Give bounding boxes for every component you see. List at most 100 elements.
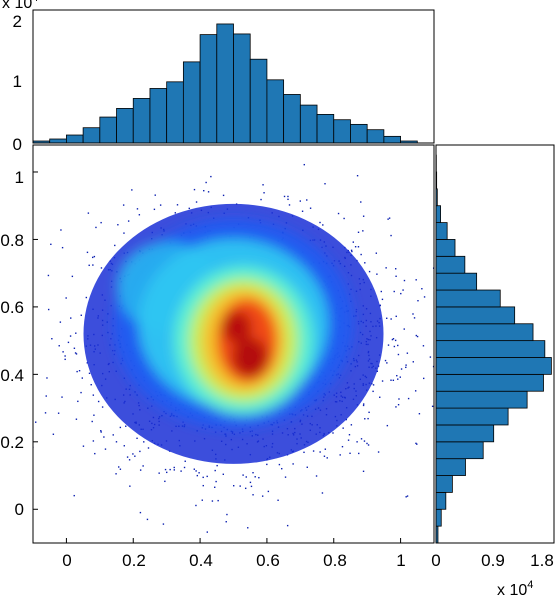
scatter-point: [364, 262, 366, 264]
scatter-point: [92, 440, 95, 442]
scatter-point: [132, 453, 134, 455]
x-tick-label: 0.4: [189, 551, 213, 570]
scatter-point: [362, 403, 365, 405]
top-exponent-label: x 104: [2, 0, 38, 12]
right-histogram-bar: [435, 239, 456, 257]
scatter-point: [376, 370, 379, 372]
scatter-point: [232, 485, 235, 487]
scatter-point: [319, 451, 321, 453]
scatter-point: [214, 469, 216, 472]
scatter-point: [119, 426, 122, 429]
scatter-point: [350, 249, 353, 252]
scatter-point: [332, 432, 334, 434]
scatter-point: [349, 452, 351, 455]
scatter-point: [203, 189, 205, 192]
scatter-point: [35, 421, 37, 423]
scatter-point: [104, 448, 107, 450]
scatter-point: [390, 318, 392, 320]
scatter-point: [384, 359, 387, 362]
scatter-point: [27, 326, 28, 327]
scatter-point: [71, 275, 74, 278]
right-histogram-bar: [435, 373, 544, 392]
top-exponent-base: x 10: [2, 0, 32, 12]
y-tick-label: 0.2: [0, 433, 24, 452]
scatter-point: [287, 198, 289, 201]
scatter-point: [114, 244, 116, 247]
scatter-point: [286, 524, 289, 527]
scatter-point: [91, 256, 94, 259]
scatter-point: [421, 288, 423, 290]
right-histogram-bar: [435, 357, 552, 375]
scatter-point: [267, 490, 270, 493]
scatter-point: [166, 471, 168, 474]
scatter-point: [412, 313, 414, 315]
right-histogram-bar: [435, 458, 466, 476]
scatter-point: [432, 365, 434, 368]
scatter-point: [352, 241, 355, 243]
scatter-point: [50, 243, 52, 246]
scatter-point: [217, 499, 219, 502]
scatter-point: [423, 296, 426, 298]
right-histogram-bar: [435, 222, 448, 240]
scatter-point: [263, 192, 265, 194]
scatter-point: [129, 485, 131, 487]
scatter-point: [368, 270, 371, 273]
right-histogram-frame: [435, 144, 555, 544]
scatter-point: [64, 358, 66, 361]
scatter-point: [380, 290, 383, 293]
scatter-point: [59, 321, 62, 323]
scatter-point: [388, 217, 391, 219]
scatter-point: [226, 513, 228, 516]
scatter-point: [301, 210, 304, 212]
scatter-point: [188, 207, 190, 210]
scatter-point: [399, 376, 401, 378]
main-ticks: [33, 171, 402, 543]
scatter-point: [403, 328, 405, 330]
scatter-point: [100, 430, 102, 432]
scatter-point: [100, 221, 102, 224]
scatter-point: [416, 443, 418, 445]
scatter-point: [379, 304, 381, 307]
scatter-point: [326, 457, 328, 459]
scatter-point: [206, 475, 208, 478]
scatter-point: [196, 474, 199, 477]
scatter-point: [119, 468, 122, 470]
right-exponent-base: x 10: [497, 582, 527, 599]
scatter-point: [345, 418, 348, 421]
scatter-point: [118, 466, 120, 468]
scatter-point: [287, 195, 289, 198]
right-histogram-bar: [435, 306, 516, 325]
scatter-point: [360, 253, 362, 256]
scatter-point: [379, 396, 381, 398]
scatter-point: [195, 504, 197, 507]
scatter-point: [183, 466, 186, 469]
scatter-point: [239, 485, 241, 487]
scatter-point: [432, 267, 434, 269]
scatter-point: [418, 413, 421, 415]
scatter-point: [415, 279, 417, 281]
scatter-point: [242, 474, 244, 476]
x-tick-label: 1: [396, 551, 405, 570]
scatter-point: [216, 464, 218, 467]
top-histogram-bar: [333, 119, 351, 144]
scatter-point: [284, 476, 287, 478]
scatter-point: [398, 398, 400, 400]
scatter-point: [403, 279, 406, 282]
scatter-point: [254, 476, 256, 478]
scatter-point: [386, 362, 388, 364]
scatter-point: [92, 264, 94, 266]
scatter-point: [86, 251, 89, 254]
scatter-point: [303, 163, 305, 166]
scatter-point: [357, 246, 360, 248]
scatter-point: [415, 442, 417, 445]
scatter-point: [138, 214, 141, 216]
top-ytick: 0: [13, 135, 22, 154]
top-histogram-bar: [116, 108, 134, 144]
scatter-point: [103, 436, 105, 438]
x-tick-label: 0.8: [323, 551, 347, 570]
scatter-point: [78, 369, 81, 372]
right-histogram-bar: [435, 407, 509, 426]
y-tick-label: 1: [15, 168, 24, 187]
top-histogram-bar: [366, 129, 385, 144]
